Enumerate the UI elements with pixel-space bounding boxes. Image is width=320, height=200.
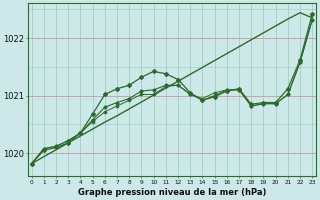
X-axis label: Graphe pression niveau de la mer (hPa): Graphe pression niveau de la mer (hPa) <box>78 188 266 197</box>
